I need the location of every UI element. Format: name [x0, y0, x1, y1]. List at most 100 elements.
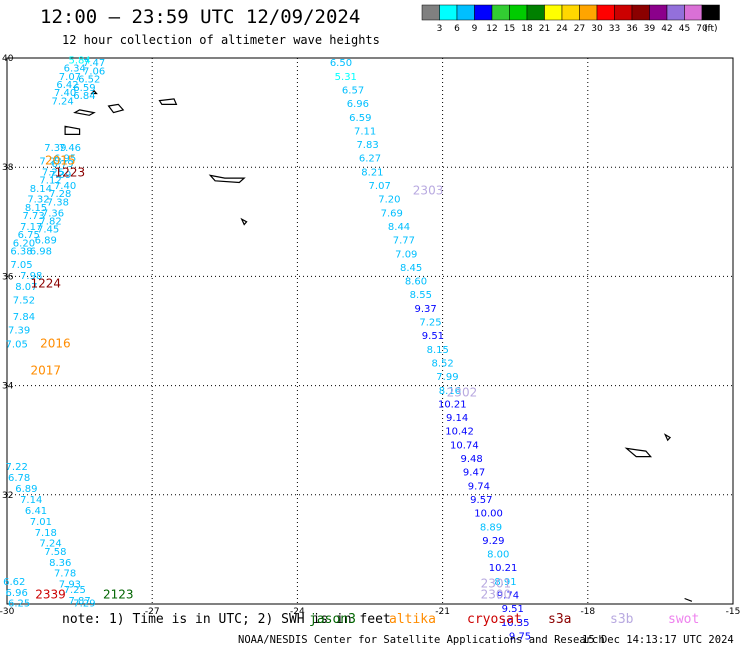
colorbar-tick: 15: [504, 24, 515, 34]
track-label: 2303: [413, 184, 444, 198]
wave-height-value: 5.31: [335, 72, 357, 83]
colorbar-swatch: [561, 4, 580, 21]
wave-height-value: 10.35: [501, 618, 530, 629]
island-outline: [64, 125, 81, 135]
colorbar-swatch: [579, 4, 598, 21]
wave-height-value: 8.60: [405, 277, 427, 288]
wave-height-value: 8.07: [15, 282, 37, 293]
island-outline: [684, 597, 693, 602]
wave-height-value: 6.95: [54, 154, 76, 165]
track-label: 2301: [481, 577, 512, 591]
island-outline: [158, 98, 178, 105]
colorbar-tick: 6: [454, 24, 460, 34]
wave-height-value: 8.16: [439, 386, 461, 397]
track-label: 2300: [481, 588, 512, 602]
colorbar-tick: 45: [679, 24, 690, 34]
island-outline: [240, 217, 248, 226]
y-tick-label: 34: [2, 382, 14, 392]
wave-height-value: 9.48: [461, 454, 483, 465]
wave-height-value: 7.01: [30, 517, 52, 528]
wave-height-value: 7.40: [54, 88, 76, 99]
colorbar-tick: 24: [556, 24, 568, 34]
wave-height-value: 7.39: [8, 326, 30, 337]
colorbar-tick: 21: [539, 24, 550, 34]
island-outline: [73, 109, 96, 116]
x-tick-label: -18: [580, 607, 595, 617]
wave-height-value: 9.29: [482, 536, 504, 547]
wave-height-value: 7.47: [83, 58, 105, 69]
wave-height-value: 7.99: [436, 372, 458, 383]
wave-height-value: 8.14: [30, 184, 52, 195]
colorbar-swatch: [474, 4, 493, 21]
wave-height-value: 6.84: [73, 91, 95, 102]
legend-jason3-label: jason3: [309, 612, 356, 627]
island-outline: [663, 433, 672, 442]
wave-height-value: 8.36: [49, 558, 71, 569]
legend-altika: altika: [389, 612, 436, 627]
track-label: 2339: [35, 588, 66, 602]
wave-height-value: 6.96: [347, 99, 369, 110]
colorbar-tick: 70: [696, 24, 708, 34]
wave-height-value: 7.14: [20, 495, 42, 506]
colorbar-tick: 27: [574, 24, 585, 34]
legend-s3b: s3b: [610, 612, 633, 627]
wave-height-value: 7.25: [64, 585, 86, 596]
credit-line: NOAA/NESDIS Center for Satellite Applica…: [238, 634, 605, 646]
wave-height-value: 7.20: [378, 195, 400, 206]
wave-height-value: 6.75: [18, 230, 40, 241]
wave-height-value: 7.09: [395, 249, 417, 260]
wave-height-value: 9.75: [509, 631, 531, 642]
colorbar-tick: 3: [437, 24, 443, 34]
wave-height-value: 9.14: [446, 413, 468, 424]
legend-swot: swot: [668, 612, 699, 627]
colorbar-tick: 39: [644, 24, 656, 34]
track-label: 2015: [45, 153, 76, 167]
wave-height-value: 7.78: [54, 569, 76, 580]
wave-height-value: 6.57: [342, 85, 364, 96]
wave-height-value: 7.32: [27, 195, 49, 206]
colorbar-swatch: [596, 4, 615, 21]
wave-height-value: 6.42: [56, 80, 78, 91]
wave-height-value: 6.25: [8, 599, 30, 610]
wave-height-value: 6.59: [349, 113, 371, 124]
track-label: 2017: [30, 364, 61, 378]
chart-subtitle: 12 hour collection of altimeter wave hei…: [62, 33, 380, 47]
colorbar-swatch: [684, 4, 703, 21]
wave-height-value: 8.44: [388, 222, 410, 233]
wave-height-value: 7.28: [49, 189, 71, 200]
footer-note: note: 1) Time is in UTC; 2) SWH is in fe…: [62, 612, 391, 627]
wave-height-value: 7.69: [381, 208, 403, 219]
wave-height-value: 9.51: [502, 604, 524, 615]
colorbar-tick: 30: [591, 24, 603, 34]
wave-height-value: 6.89: [35, 236, 57, 247]
wave-height-value: 7.05: [10, 260, 32, 271]
wave-height-value: 9.74: [468, 481, 490, 492]
wave-height-value: 8.00: [487, 550, 509, 561]
track-label: 2302: [447, 386, 478, 400]
wave-height-value: 9.37: [415, 304, 437, 315]
wave-height-value: 10.42: [445, 427, 474, 438]
wave-height-value: 7.18: [35, 528, 57, 539]
wave-height-value: 6.96: [6, 588, 28, 599]
wave-height-value: 7.40: [54, 181, 76, 192]
wave-height-value: 7.46: [59, 143, 81, 154]
y-tick-label: 38: [2, 163, 14, 173]
legend-s3a: s3a: [548, 612, 571, 627]
wave-height-value: 6.79: [52, 159, 74, 170]
wave-height-value: 6.78: [8, 473, 30, 484]
wave-height-value: 7.23: [39, 156, 61, 167]
wave-height-value: 8.89: [480, 522, 502, 533]
wave-height-value: 7.24: [52, 96, 74, 107]
wave-height-value: 6.50: [330, 58, 352, 69]
wave-height-value: 8.45: [400, 263, 422, 274]
wave-height-value: 7.82: [39, 217, 61, 228]
colorbar-unit: (ft): [704, 24, 718, 34]
wave-height-value: 6.27: [359, 154, 381, 165]
colorbar-swatch: [666, 4, 685, 21]
wave-height-value: 10.21: [489, 563, 518, 574]
wave-height-value: 7.84: [13, 312, 35, 323]
wave-height-value: 7.25: [419, 318, 441, 329]
wave-height-value: 7.58: [44, 547, 66, 558]
